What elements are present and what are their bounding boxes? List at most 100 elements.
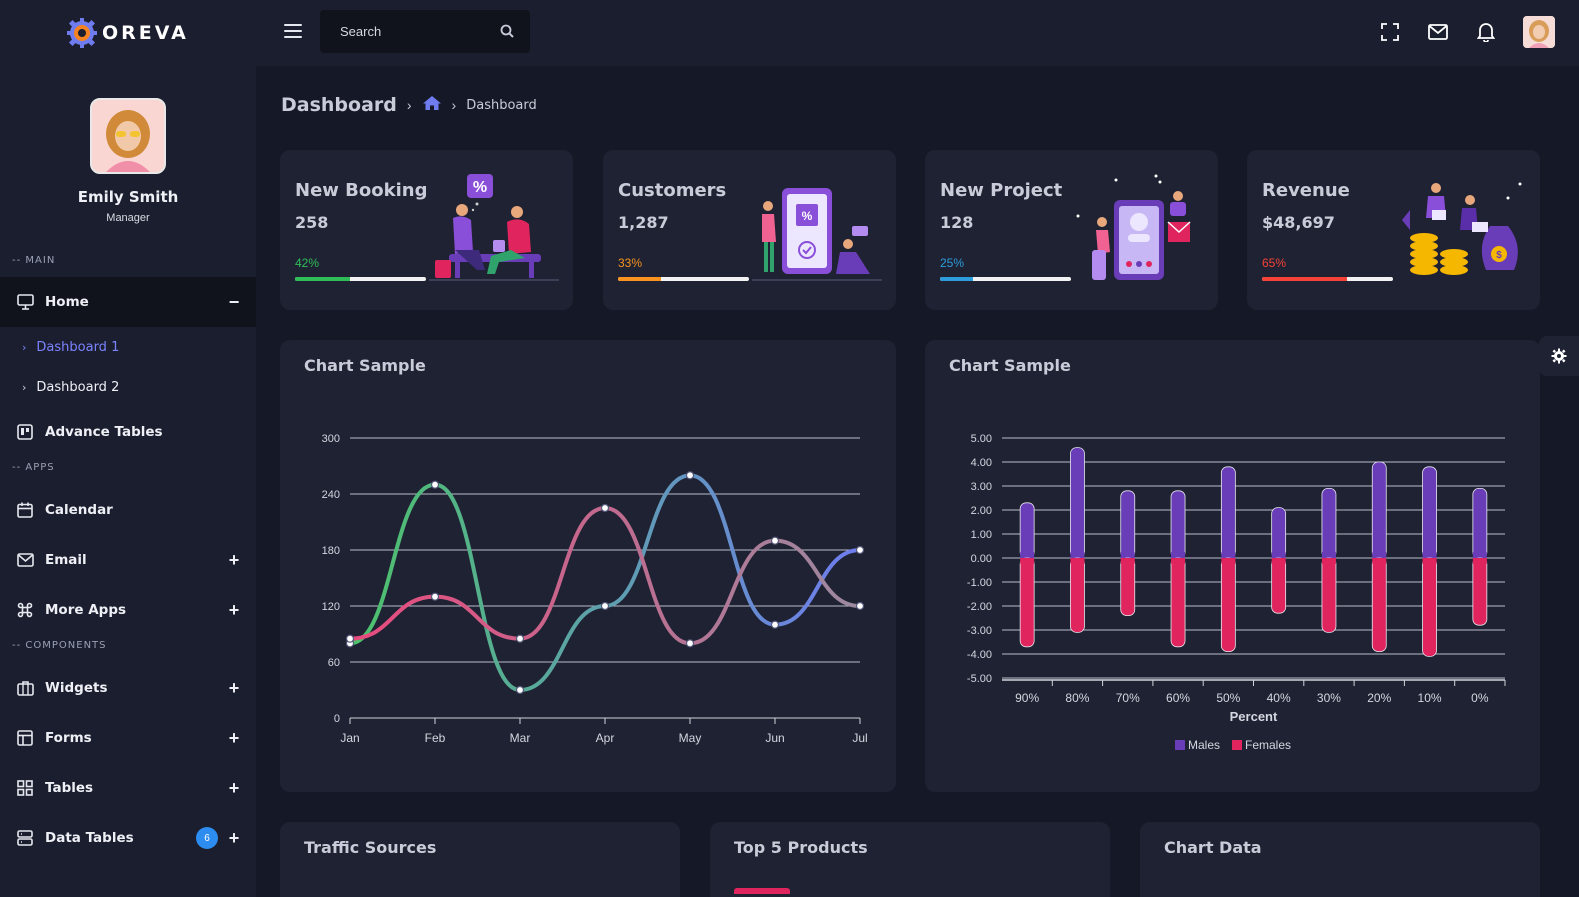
user-role: Manager <box>106 212 150 224</box>
expand-toggle[interactable]: + <box>228 777 240 798</box>
bar-males[interactable] <box>1120 490 1136 559</box>
data-point[interactable] <box>855 601 865 611</box>
x-tick-label: Feb <box>425 731 446 745</box>
sidebar-item-advance-tables[interactable]: Advance Tables <box>0 407 256 457</box>
bar-males[interactable] <box>1220 466 1236 559</box>
bar-females[interactable] <box>1422 557 1437 657</box>
bar-males[interactable] <box>1070 447 1085 559</box>
stat-percent: 25% <box>940 256 965 270</box>
bar-males[interactable] <box>1019 502 1035 559</box>
data-point[interactable] <box>430 592 440 601</box>
bar-females-base <box>1271 558 1286 564</box>
sidebar-item-more-apps[interactable]: More Apps + <box>0 585 256 635</box>
expand-toggle[interactable]: + <box>228 677 240 698</box>
collapse-toggle[interactable]: − <box>228 291 240 312</box>
bar-males-base <box>1422 552 1437 558</box>
data-point[interactable] <box>600 601 610 611</box>
x-tick-label: 20% <box>1367 691 1391 705</box>
mail-icon[interactable] <box>1427 21 1449 43</box>
bar-females[interactable] <box>1170 557 1186 648</box>
sidebar-item-forms[interactable]: Forms + <box>0 713 256 763</box>
brand-logo[interactable]: OREVA <box>0 0 256 66</box>
y-tick-label: -5.00 <box>967 673 992 685</box>
nav-section-apps: -- APPS <box>12 461 55 473</box>
user-avatar[interactable] <box>90 98 166 174</box>
bell-icon[interactable] <box>1475 21 1497 43</box>
y-tick-label: 4.00 <box>971 457 992 469</box>
x-tick-label: Apr <box>596 731 615 745</box>
expand-toggle[interactable]: + <box>228 827 240 848</box>
bar-females[interactable] <box>1220 557 1236 652</box>
menu-toggle-icon[interactable] <box>284 24 302 40</box>
y-tick-label: 300 <box>322 433 340 445</box>
stat-title: New Project <box>940 180 1063 201</box>
bar-males[interactable] <box>1170 490 1186 559</box>
sidebar-subitem-dashboard-2[interactable]: › Dashboard 2 <box>0 367 256 407</box>
bar-females[interactable] <box>1019 557 1035 648</box>
bar-females[interactable] <box>1371 557 1387 652</box>
bar-females[interactable] <box>1321 557 1337 633</box>
bar-females[interactable] <box>1472 557 1488 626</box>
x-tick-label: 70% <box>1116 691 1140 705</box>
legend-label[interactable]: Males <box>1188 738 1220 752</box>
data-point[interactable] <box>515 634 525 643</box>
data-point[interactable] <box>685 639 695 648</box>
bar-males[interactable] <box>1472 487 1488 559</box>
sidebar-item-home[interactable]: Home − <box>0 277 256 327</box>
home-icon[interactable] <box>422 95 442 116</box>
sidebar-item-widgets[interactable]: Widgets + <box>0 663 256 713</box>
data-point[interactable] <box>515 685 525 695</box>
data-point[interactable] <box>770 620 780 629</box>
expand-toggle[interactable]: + <box>228 599 240 620</box>
sidebar-item-label: Home <box>45 294 89 310</box>
sidebar-item-data-tables[interactable]: Data Tables 6 + <box>0 813 256 863</box>
bar-males[interactable] <box>1321 487 1337 559</box>
monitor-icon <box>16 293 34 311</box>
data-point[interactable] <box>685 471 695 480</box>
bar-males-base <box>1321 552 1336 558</box>
bar-males-base <box>1020 552 1035 558</box>
y-tick-label: 60 <box>328 657 340 669</box>
chevron-right-icon: › <box>451 97 457 113</box>
search-input[interactable] <box>340 24 490 39</box>
fullscreen-icon[interactable] <box>1379 21 1401 43</box>
server-icon <box>16 829 34 847</box>
data-point[interactable] <box>430 480 440 489</box>
bar-females-base <box>1070 558 1085 564</box>
chart-panel-line: Chart Sample 0 60 120 180 240 300 Jan Feb Mar Apr… <box>280 340 896 792</box>
expand-toggle[interactable]: + <box>228 549 240 570</box>
panel-traffic-sources: Traffic Sources <box>280 822 680 897</box>
search-icon[interactable] <box>500 24 514 43</box>
sidebar-subitem-dashboard-1[interactable]: › Dashboard 1 <box>0 327 256 367</box>
legend-label[interactable]: Females <box>1245 738 1291 752</box>
settings-toggle[interactable] <box>1539 336 1579 376</box>
panel-top-products: Top 5 Products <box>710 822 1110 897</box>
x-tick-label: 50% <box>1216 691 1240 705</box>
legend-swatch <box>1232 740 1242 750</box>
progress-bar <box>1262 277 1393 281</box>
bar-males[interactable] <box>1422 466 1437 559</box>
sidebar-subitem-label: Dashboard 1 <box>36 339 120 355</box>
bar-females[interactable] <box>1271 557 1287 614</box>
data-point[interactable] <box>345 634 355 643</box>
sidebar-item-tables[interactable]: Tables + <box>0 763 256 813</box>
bar-females-base <box>1321 558 1336 564</box>
bar-males[interactable] <box>1271 507 1287 559</box>
sidebar-item-label: Tables <box>45 780 94 796</box>
bar-males[interactable] <box>1371 461 1387 559</box>
breadcrumb-current: Dashboard <box>466 97 537 113</box>
nav-section-main: -- MAIN <box>12 254 56 266</box>
x-tick-label: Mar <box>510 731 531 745</box>
stat-card-revenue: Revenue $48,697 65% $ <box>1247 150 1540 310</box>
bar-females[interactable] <box>1070 557 1085 633</box>
sidebar-item-email[interactable]: Email + <box>0 535 256 585</box>
bar-females[interactable] <box>1120 557 1136 616</box>
data-point[interactable] <box>855 545 865 555</box>
user-avatar-small[interactable] <box>1523 16 1555 48</box>
data-point[interactable] <box>770 536 780 545</box>
progress-bar <box>618 277 749 281</box>
data-point[interactable] <box>600 503 610 513</box>
sidebar-item-calendar[interactable]: Calendar <box>0 485 256 535</box>
x-tick-label: Jul <box>852 731 867 745</box>
expand-toggle[interactable]: + <box>228 727 240 748</box>
